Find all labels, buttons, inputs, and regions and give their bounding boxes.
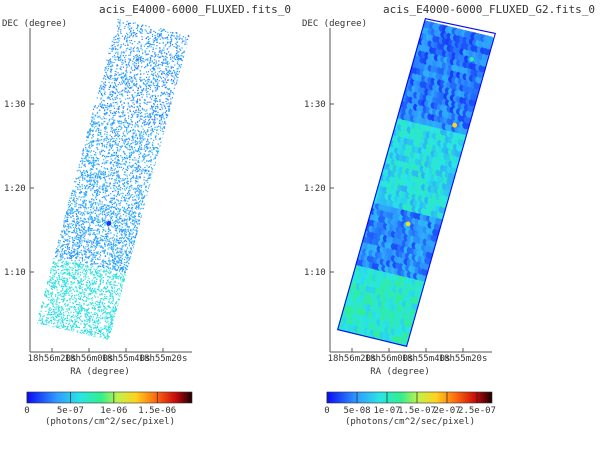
flux-region-3 — [71, 113, 166, 210]
left-image-area — [37, 19, 191, 340]
ra-tick-label: 18h55m20s — [139, 354, 188, 364]
colorbar-tick-label: 5e-08 — [343, 406, 370, 416]
colorbar-tick-label: 1e-07 — [373, 406, 400, 416]
dec-tick-label: 1:20 — [304, 184, 326, 194]
left-colorbar-label: (photons/cm^2/sec/pixel) — [45, 417, 175, 427]
colorbar-tick-label: 2e-07 — [433, 406, 460, 416]
bright-source-1 — [406, 222, 411, 227]
right-panel: acis_E4000-6000_FLUXED_G2.fits_0 DEC (de… — [302, 3, 595, 427]
left-dec-axis-label: DEC (degree) — [2, 19, 67, 29]
right-dec-axis-label: DEC (degree) — [302, 19, 367, 29]
right-panel-title: acis_E4000-6000_FLUXED_G2.fits_0 — [383, 3, 595, 16]
left-colorbar-gradient — [27, 392, 192, 403]
flux-region-3 — [370, 117, 467, 220]
left-colorbar: 0 5e-07 1e-06 1.5e-06 (photons/cm^2/sec/pix… — [24, 392, 192, 427]
dec-tick-label: 1:30 — [304, 100, 326, 110]
colorbar-tick-label: 0 — [24, 406, 29, 416]
colorbar-tick-label: 1e-06 — [100, 406, 127, 416]
left-panel: acis_E4000-6000_FLUXED.fits_0 DEC (degre… — [2, 3, 291, 427]
right-ra-axis-label: RA (degree) — [370, 367, 430, 377]
bright-source-2 — [452, 123, 457, 128]
colorbar-tick-label: 1.5e-07 — [398, 406, 436, 416]
colorbar-tick-label: 5e-07 — [57, 406, 84, 416]
right-colorbar-gradient — [327, 392, 492, 403]
colorbar-tick-label: 0 — [324, 406, 329, 416]
bright-source-1 — [107, 221, 112, 226]
dec-tick-label: 1:10 — [304, 268, 326, 278]
colorbar-tick-label: 2.5e-07 — [458, 406, 496, 416]
bright-source-3 — [469, 57, 474, 62]
flux-region-4 — [92, 19, 191, 130]
left-ra-axis-label: RA (degree) — [70, 367, 130, 377]
flux-region-2 — [55, 195, 143, 274]
dec-tick-label: 1:30 — [4, 100, 26, 110]
left-panel-title: acis_E4000-6000_FLUXED.fits_0 — [99, 3, 291, 16]
ra-tick-label: 18h55m20s — [439, 354, 488, 364]
dec-tick-label: 1:20 — [4, 184, 26, 194]
colorbar-tick-label: 1.5e-06 — [138, 406, 176, 416]
right-colorbar-label: (photons/cm^2/sec/pixel) — [345, 417, 475, 427]
dec-tick-label: 1:10 — [4, 268, 26, 278]
right-image-area — [333, 18, 496, 350]
